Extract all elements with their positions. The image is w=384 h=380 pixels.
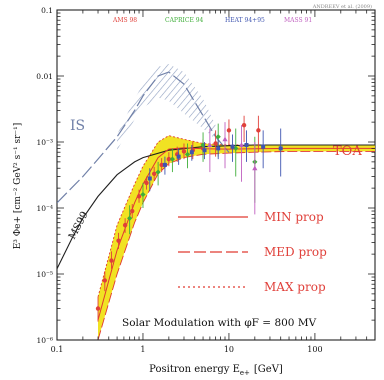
y-tick-label: 10⁻⁶ bbox=[36, 336, 53, 345]
x-axis-unit: [GeV] bbox=[254, 364, 283, 375]
solar-modulation-annotation: Solar Modulation with φF = 800 MV bbox=[122, 317, 317, 329]
data-point bbox=[230, 144, 235, 149]
data-point bbox=[144, 180, 149, 186]
legend-entry: MASS 91 bbox=[284, 17, 312, 24]
series-heat-94-95 bbox=[147, 128, 283, 192]
data-point bbox=[226, 128, 232, 133]
y-tick-label: 10⁻⁴ bbox=[36, 204, 53, 213]
data-point bbox=[216, 146, 221, 151]
data-point bbox=[189, 150, 194, 155]
y-tick-label: 0.01 bbox=[36, 72, 53, 81]
data-point bbox=[222, 136, 228, 142]
data-point bbox=[213, 141, 218, 146]
x-tick-label: 10 bbox=[224, 345, 234, 354]
data-point bbox=[162, 162, 167, 167]
data-point bbox=[166, 156, 172, 162]
data-point bbox=[256, 128, 261, 133]
data-point bbox=[261, 144, 266, 149]
series-mass-91 bbox=[207, 122, 258, 215]
data-point bbox=[95, 306, 101, 311]
x-axis-label: Positron energy E bbox=[149, 364, 240, 375]
data-point bbox=[102, 278, 108, 283]
data-point bbox=[159, 162, 164, 168]
data-point bbox=[109, 258, 114, 263]
data-point bbox=[169, 156, 176, 162]
x-axis-ticks: 0.1 1 10 100 bbox=[51, 10, 376, 354]
x-axis-title: Positron energy Ee+ [GeV] bbox=[149, 364, 283, 377]
med-prop-label: MED prop bbox=[264, 245, 327, 259]
data-point bbox=[207, 142, 213, 148]
figure-credit: ANDREEV et al. (2009) bbox=[312, 3, 372, 10]
data-point bbox=[215, 134, 221, 140]
data-point bbox=[155, 169, 161, 175]
data-point bbox=[122, 222, 128, 228]
data-point bbox=[181, 149, 187, 154]
data-point bbox=[136, 194, 142, 199]
ms99-background-curve bbox=[57, 144, 375, 270]
y-tick-label: 10⁻⁵ bbox=[36, 270, 53, 279]
x-axis-label-sub: e+ bbox=[240, 369, 250, 377]
data-point bbox=[278, 146, 283, 151]
x-tick-label: 100 bbox=[307, 345, 322, 354]
propagation-legend: MIN prop MED prop MAX prop bbox=[178, 210, 327, 294]
data-point bbox=[241, 122, 247, 128]
data-point bbox=[202, 148, 207, 153]
data-points bbox=[95, 115, 283, 322]
y-tick-label: 10⁻³ bbox=[36, 138, 53, 147]
plot-content bbox=[57, 64, 375, 340]
toa-curve-label: TOA bbox=[333, 144, 362, 159]
interstellar-curve bbox=[57, 71, 230, 204]
data-point bbox=[140, 191, 146, 198]
y-axis-ticks: 0.1 0.01 10⁻³ 10⁻⁴ 10⁻⁵ 10⁻⁶ bbox=[36, 6, 375, 345]
is-uncertainty-band bbox=[117, 64, 216, 151]
legend-entry: AMS 98 bbox=[112, 17, 137, 24]
data-point bbox=[130, 208, 135, 214]
x-tick-label: 0.1 bbox=[51, 345, 64, 354]
max-prop-label: MAX prop bbox=[264, 280, 326, 294]
legend-entry: HEAT 94+95 bbox=[225, 17, 265, 24]
data-point bbox=[116, 238, 121, 243]
data-point bbox=[147, 176, 152, 181]
data-point bbox=[238, 142, 245, 148]
legend-entry: CAPRICE 94 bbox=[165, 17, 204, 24]
x-tick-label: 1 bbox=[140, 345, 145, 354]
data-point bbox=[127, 215, 133, 221]
y-tick-label: 0.1 bbox=[41, 6, 53, 15]
data-point bbox=[151, 171, 157, 176]
data-point bbox=[244, 143, 249, 148]
y-axis-label: E³ Φe+ [cm⁻² GeV² s⁻¹ sr⁻¹] bbox=[13, 123, 23, 250]
min-prop-label: MIN prop bbox=[264, 210, 324, 224]
data-point bbox=[176, 154, 181, 159]
is-curve-label: IS bbox=[70, 118, 85, 134]
data-point bbox=[184, 151, 191, 157]
data-point bbox=[252, 165, 258, 171]
experiment-legend: AMS 98 CAPRICE 94 HEAT 94+95 MASS 91 bbox=[112, 17, 312, 24]
